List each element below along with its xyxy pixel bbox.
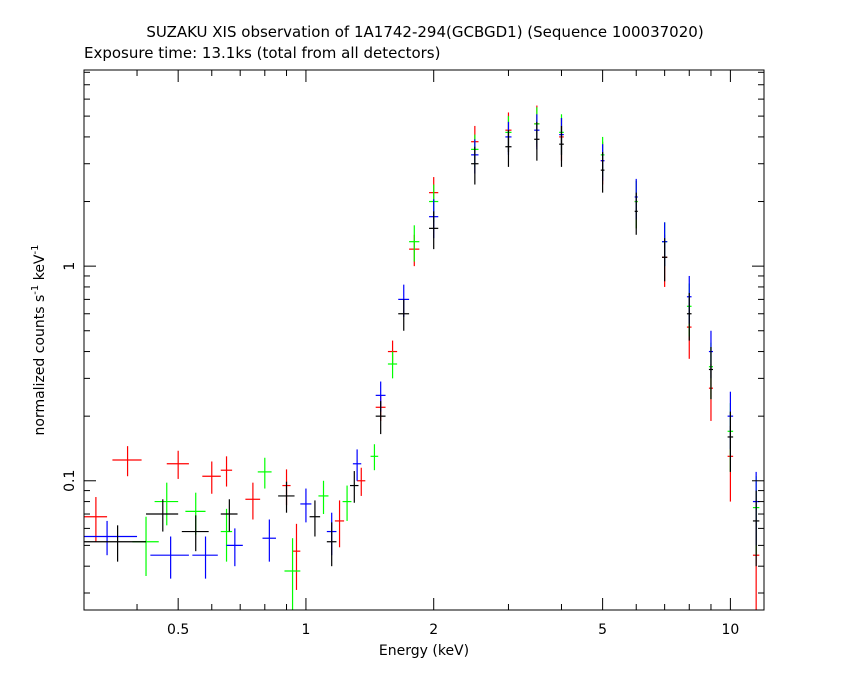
data-point <box>202 461 221 494</box>
data-point <box>559 125 564 167</box>
x-axis-label: Energy (keV) <box>379 643 469 659</box>
data-point <box>166 450 189 479</box>
data-point <box>661 238 668 282</box>
data-point <box>708 347 714 400</box>
y-axis-label-mid: keV <box>32 254 48 285</box>
data-point <box>370 444 379 471</box>
tick-layer: 0.5 1 2 5 10 0.1 1 <box>62 70 764 638</box>
data-point <box>150 536 189 579</box>
x-tick-label: 5 <box>598 622 607 638</box>
data-point <box>318 480 329 515</box>
plot-frame <box>83 69 765 611</box>
data-point <box>534 121 540 161</box>
data-point <box>84 525 147 562</box>
data-point <box>112 446 142 477</box>
data-point <box>192 536 218 579</box>
data-point <box>257 457 272 489</box>
data-point <box>154 482 179 526</box>
data-point <box>600 152 605 193</box>
series-1 <box>132 107 760 610</box>
data-point <box>429 211 439 250</box>
data-point <box>375 401 386 435</box>
y-tick-label: 1 <box>62 262 78 271</box>
data-point <box>220 508 233 562</box>
chart-title: SUZAKU XIS observation of 1A1742-294(GCB… <box>146 23 703 41</box>
data-point <box>300 488 312 523</box>
data-point <box>309 500 321 537</box>
data-point <box>245 482 261 520</box>
y-axis-label-main: normalized counts s <box>32 295 48 436</box>
data-point <box>686 292 692 341</box>
data-point <box>226 528 243 567</box>
data-point <box>387 351 398 379</box>
data-point <box>471 146 479 185</box>
x-tick-label: 0.5 <box>167 622 189 638</box>
data-point <box>352 449 362 481</box>
data-point <box>84 497 108 542</box>
x-tick-label: 2 <box>429 622 438 638</box>
data-point <box>84 520 138 556</box>
data-layer <box>84 105 760 610</box>
data-point <box>398 299 410 331</box>
data-point <box>752 490 760 567</box>
y-axis-label: normalized counts s-1 keV-1 <box>30 245 48 436</box>
data-point <box>342 485 352 521</box>
y-axis-label-sup-1: -1 <box>30 285 41 295</box>
data-point <box>349 471 359 503</box>
series-0 <box>84 105 760 610</box>
data-point <box>634 192 638 235</box>
series-3 <box>84 121 760 567</box>
data-point <box>220 456 233 487</box>
data-point <box>132 516 159 577</box>
data-point <box>278 481 295 513</box>
data-point <box>146 499 179 532</box>
data-point <box>505 130 512 167</box>
data-point <box>409 225 420 262</box>
data-point <box>181 515 209 552</box>
series-2 <box>84 114 760 579</box>
y-axis-label-sup-2: -1 <box>30 245 41 255</box>
y-tick-label: 0.1 <box>62 470 78 492</box>
x-tick-label: 1 <box>301 622 310 638</box>
data-point <box>284 538 301 610</box>
chart-subtitle: Exposure time: 13.1ks (total from all de… <box>84 44 440 62</box>
data-point <box>357 467 366 496</box>
data-point <box>262 519 276 562</box>
data-point <box>727 411 734 472</box>
data-point <box>220 499 238 532</box>
data-point <box>292 523 301 590</box>
data-point <box>326 522 337 567</box>
data-point <box>334 500 345 548</box>
x-tick-label: 10 <box>721 622 739 638</box>
